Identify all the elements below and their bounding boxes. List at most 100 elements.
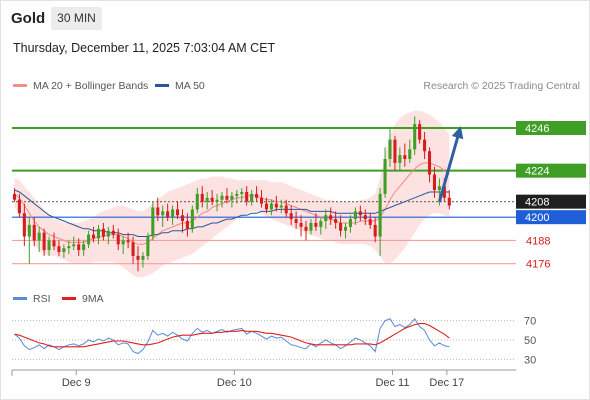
candle [57,240,61,256]
legend-ma50-swatch [155,83,169,87]
candle [77,238,81,256]
candle [358,205,362,222]
candle-body [255,193,259,198]
candle [47,236,51,256]
candle [250,190,254,206]
candle [343,222,348,239]
candle [314,213,318,231]
candle [299,215,303,237]
level-tag-4200 [516,210,586,225]
candle [96,224,101,245]
candle-body [126,240,130,243]
candle [393,135,397,171]
candle [42,228,46,256]
legend-ma20-label: MA 20 + Bollinger Bands [33,80,149,92]
candle-body [27,224,31,237]
candle-body [388,139,392,160]
candle-body [393,139,397,163]
candle [427,147,432,183]
rsi-tick-label: 50 [524,335,536,347]
candle [279,199,283,214]
level-tag-4208 [516,194,586,209]
candle [87,230,91,249]
candle [334,211,338,229]
level-label-4208: 4208 [525,197,549,209]
candle [52,232,56,251]
candle-body [427,151,432,175]
candle-body [161,211,165,216]
candle-body [22,213,26,237]
level-label-4224: 4224 [525,166,549,178]
candle [269,199,273,216]
candle [348,215,353,233]
candle-body [62,248,66,253]
candle-body [77,244,81,251]
candle-body [274,203,278,208]
candle-body [235,193,239,196]
candle-body [309,222,313,231]
candle [210,190,214,206]
candle [91,226,96,243]
candle-body [215,199,219,202]
candle-body [250,193,254,202]
candle-body [339,222,343,231]
candle [378,188,382,256]
candle [82,240,86,256]
ma50-line [14,189,450,237]
candle-body [111,230,115,235]
candle-body [259,197,264,204]
candle-body [57,246,61,253]
candle [166,203,170,222]
candle-body [408,149,412,160]
candle [12,188,17,202]
legend-ma50-label: MA 50 [175,80,205,92]
candle-body [294,219,298,223]
candle-body [240,191,244,194]
candle-body [52,240,56,247]
candle [190,205,194,233]
candle [101,222,105,241]
candle-body [348,219,353,227]
x-axis-tick-label: Dec 9 [62,377,91,389]
candle-body [403,155,407,160]
candle [240,188,244,202]
level-tag-4246 [516,121,586,136]
candle-body [378,193,382,237]
rsi-9ma-line [14,323,450,348]
candle-body [398,155,402,163]
copyright-text: Research © 2025 Trading Central [423,80,580,92]
legend-rsi-label: RSI [33,293,51,305]
candle [185,213,189,237]
candle [141,252,145,268]
candle-body [245,191,249,202]
candle [151,201,155,241]
candle [368,213,372,229]
candle [62,244,66,258]
candle-body [17,199,21,214]
candle-body [324,215,328,222]
candle [116,228,120,251]
candle [294,211,298,229]
candle-body [269,203,273,210]
candle [235,190,239,204]
candle [111,224,115,239]
candle-body [264,203,269,210]
candle-body [383,159,387,194]
candle [423,131,427,160]
candle [309,219,313,235]
candle-body [101,228,105,237]
timeframe-badge[interactable]: 30 MIN [51,7,102,30]
candle-body [67,246,71,249]
candle-body [437,186,441,191]
candle [180,209,185,233]
candle [37,226,41,253]
candle-body [304,226,308,231]
candle [259,190,264,208]
candle [264,197,269,214]
candle [32,217,36,247]
level-label-4200: 4200 [525,212,549,224]
candle-body [358,211,362,216]
candle [304,221,308,241]
candle-body [121,240,125,245]
